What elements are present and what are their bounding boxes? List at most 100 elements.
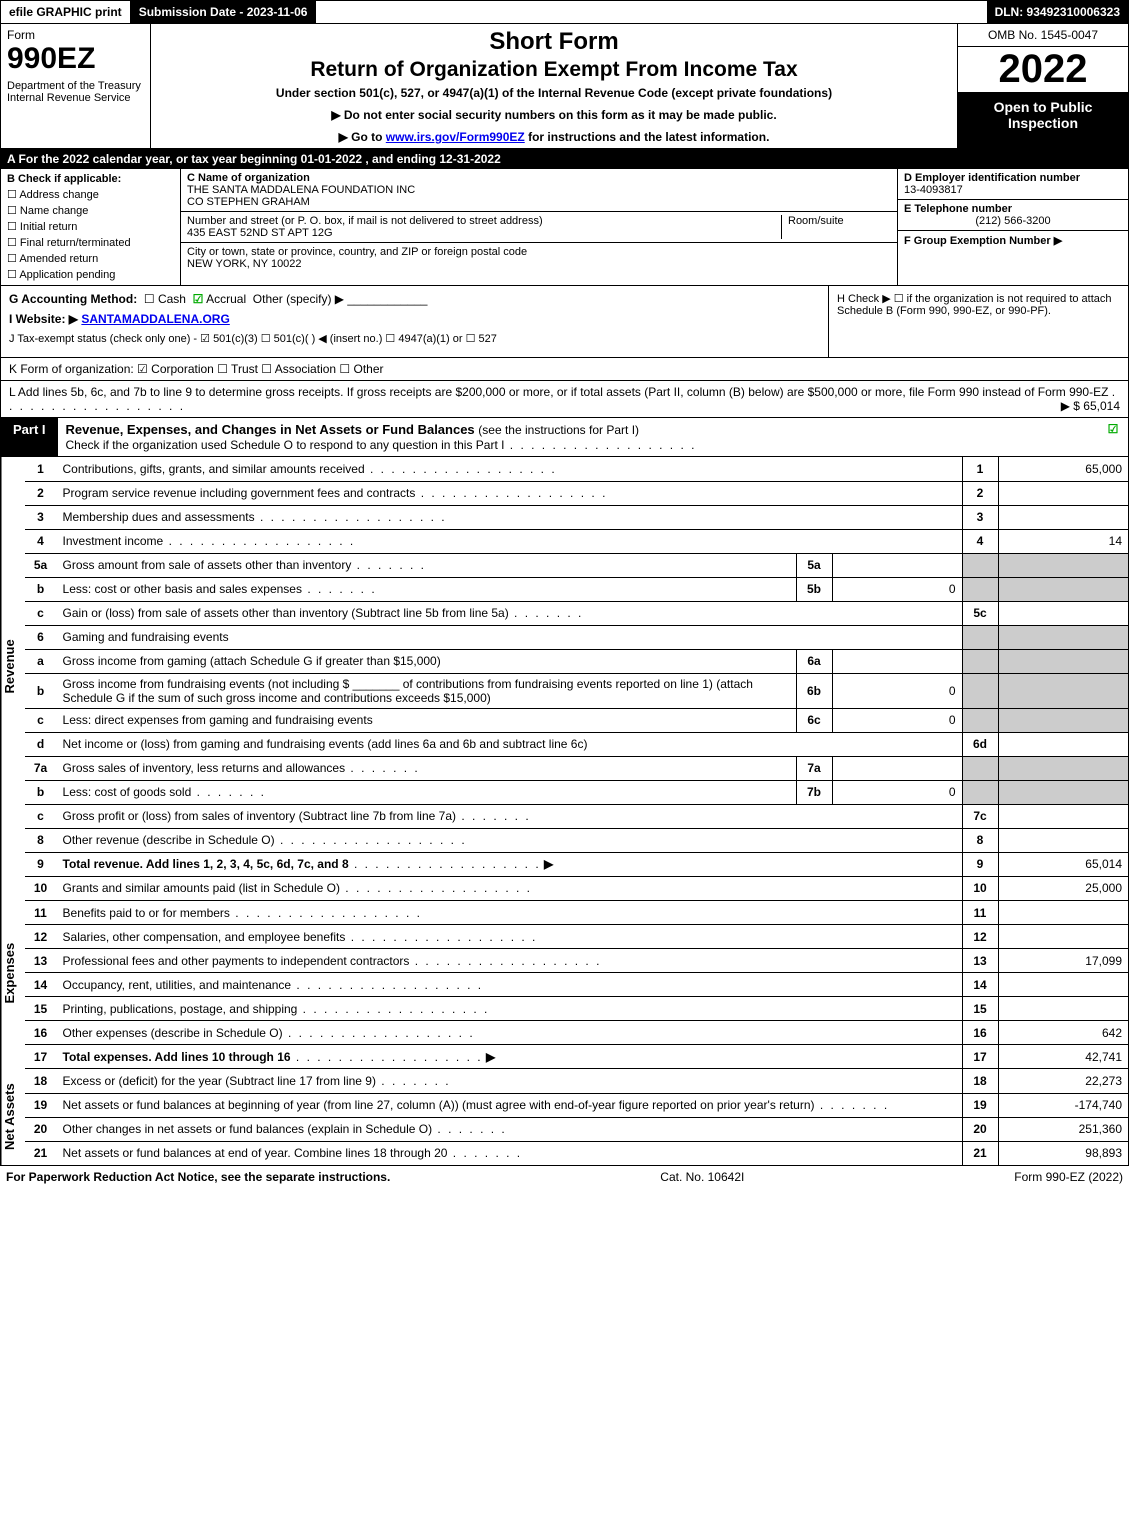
l6d-rnum: 6d: [962, 732, 998, 756]
l6a-inlabel: 6a: [796, 649, 832, 673]
line-2: 2 Program service revenue including gove…: [25, 481, 1128, 505]
l5a-desc: Gross amount from sale of assets other t…: [57, 553, 796, 577]
part1-title-paren: (see the instructions for Part I): [478, 423, 639, 437]
g-cash: Cash: [158, 292, 186, 306]
l8-rnum: 8: [962, 828, 998, 852]
l1-rnum: 1: [962, 457, 998, 481]
l8-val: [998, 828, 1128, 852]
l9-desc-text: Total revenue. Add lines 1, 2, 3, 4, 5c,…: [63, 857, 349, 871]
l8-desc: Other revenue (describe in Schedule O): [57, 828, 962, 852]
col-de: D Employer identification number 13-4093…: [898, 169, 1128, 285]
l4-desc: Investment income: [57, 529, 962, 553]
chk-address-change[interactable]: ☐ Address change: [7, 188, 174, 201]
e-row: E Telephone number (212) 566-3200: [898, 200, 1128, 231]
l16-num: 16: [25, 1021, 57, 1045]
irs-link[interactable]: www.irs.gov/Form990EZ: [386, 130, 525, 144]
chk-initial[interactable]: ☐ Initial return: [7, 220, 174, 233]
g-label: G Accounting Method:: [9, 292, 137, 306]
l21-rnum: 21: [962, 1141, 998, 1165]
c-addr-val: 435 EAST 52ND ST APT 12G: [187, 227, 781, 239]
l20-num: 20: [25, 1117, 57, 1141]
c-name-row: C Name of organization THE SANTA MADDALE…: [181, 169, 897, 212]
l5c-val: [998, 601, 1128, 625]
l7b-num: b: [25, 780, 57, 804]
efile-print: efile GRAPHIC print: [1, 1, 131, 23]
c-city-val: NEW YORK, NY 10022: [187, 258, 891, 270]
line-4: 4 Investment income 4 14: [25, 529, 1128, 553]
l6c-num: c: [25, 708, 57, 732]
c-org-name: THE SANTA MADDALENA FOUNDATION INC: [187, 184, 891, 196]
l10-val: 25,000: [998, 877, 1128, 901]
l6d-num: d: [25, 732, 57, 756]
l16-desc: Other expenses (describe in Schedule O): [57, 1021, 962, 1045]
d-row: D Employer identification number 13-4093…: [898, 169, 1128, 200]
l6-shade2: [998, 625, 1128, 649]
chk-final[interactable]: ☐ Final return/terminated: [7, 236, 174, 249]
chk-amended[interactable]: ☐ Amended return: [7, 252, 174, 265]
l15-val: [998, 997, 1128, 1021]
c-name-label: C Name of organization: [187, 172, 891, 184]
i-label: I Website: ▶: [9, 312, 78, 326]
opt-name: Name change: [20, 205, 89, 217]
l9-val: 65,014: [998, 852, 1128, 876]
l12-rnum: 12: [962, 925, 998, 949]
l5c-num: c: [25, 601, 57, 625]
submission-date: Submission Date - 2023-11-06: [131, 1, 317, 23]
line-g: G Accounting Method: ☐ Cash ☑ Accrual Ot…: [9, 292, 820, 306]
check-icon: ☑: [1108, 422, 1119, 436]
title-short-form: Short Form: [161, 28, 947, 56]
line-1: 1 Contributions, gifts, grants, and simi…: [25, 457, 1128, 481]
chk-name-change[interactable]: ☐ Name change: [7, 204, 174, 217]
line-7c: c Gross profit or (loss) from sales of i…: [25, 804, 1128, 828]
l10-rnum: 10: [962, 877, 998, 901]
l1-val: 65,000: [998, 457, 1128, 481]
line-5a: 5a Gross amount from sale of assets othe…: [25, 553, 1128, 577]
line-l: L Add lines 5b, 6c, and 7b to line 9 to …: [0, 381, 1129, 418]
line-j: J Tax-exempt status (check only one) - ☑…: [9, 332, 820, 345]
l3-num: 3: [25, 505, 57, 529]
l5a-num: 5a: [25, 553, 57, 577]
l5b-inlabel: 5b: [796, 577, 832, 601]
l11-val: [998, 901, 1128, 925]
l5a-shade1: [962, 553, 998, 577]
e-phone: (212) 566-3200: [904, 215, 1122, 227]
website-link[interactable]: SANTAMADDALENA.ORG: [81, 312, 229, 326]
opt-final: Final return/terminated: [20, 237, 131, 249]
l7c-desc: Gross profit or (loss) from sales of inv…: [57, 804, 962, 828]
l9-rnum: 9: [962, 852, 998, 876]
netassets-section: Net Assets 18 Excess or (deficit) for th…: [0, 1069, 1129, 1166]
l18-num: 18: [25, 1069, 57, 1093]
l6b-num: b: [25, 673, 57, 708]
netassets-table: 18 Excess or (deficit) for the year (Sub…: [25, 1069, 1128, 1165]
l7b-desc: Less: cost of goods sold: [57, 780, 796, 804]
l4-num: 4: [25, 529, 57, 553]
note2-post: for instructions and the latest informat…: [525, 130, 770, 144]
opt-amended: Amended return: [19, 253, 98, 265]
l18-val: 22,273: [998, 1069, 1128, 1093]
l2-num: 2: [25, 481, 57, 505]
l7a-desc: Gross sales of inventory, less returns a…: [57, 756, 796, 780]
part1-header: Part I Revenue, Expenses, and Changes in…: [0, 418, 1129, 457]
footer-catno: Cat. No. 10642I: [660, 1170, 744, 1184]
line-5c: c Gain or (loss) from sale of assets oth…: [25, 601, 1128, 625]
part1-check[interactable]: ☑: [1098, 418, 1128, 456]
l19-num: 19: [25, 1093, 57, 1117]
misc-block: G Accounting Method: ☐ Cash ☑ Accrual Ot…: [0, 286, 1129, 358]
l6b-d1: Gross income from fundraising events (no…: [63, 677, 350, 691]
l11-rnum: 11: [962, 901, 998, 925]
c-city-row: City or town, state or province, country…: [181, 243, 897, 273]
g-other: Other (specify) ▶: [253, 292, 344, 306]
l16-val: 642: [998, 1021, 1128, 1045]
line-12: 12 Salaries, other compensation, and emp…: [25, 925, 1128, 949]
l16-rnum: 16: [962, 1021, 998, 1045]
l20-rnum: 20: [962, 1117, 998, 1141]
l4-val: 14: [998, 529, 1128, 553]
l15-rnum: 15: [962, 997, 998, 1021]
line-19: 19 Net assets or fund balances at beginn…: [25, 1093, 1128, 1117]
omb-number: OMB No. 1545-0047: [958, 24, 1128, 47]
l17-val: 42,741: [998, 1045, 1128, 1069]
l20-val: 251,360: [998, 1117, 1128, 1141]
c-addr-label: Number and street (or P. O. box, if mail…: [187, 215, 781, 227]
chk-pending[interactable]: ☐ Application pending: [7, 268, 174, 281]
form-word: Form: [7, 28, 144, 42]
